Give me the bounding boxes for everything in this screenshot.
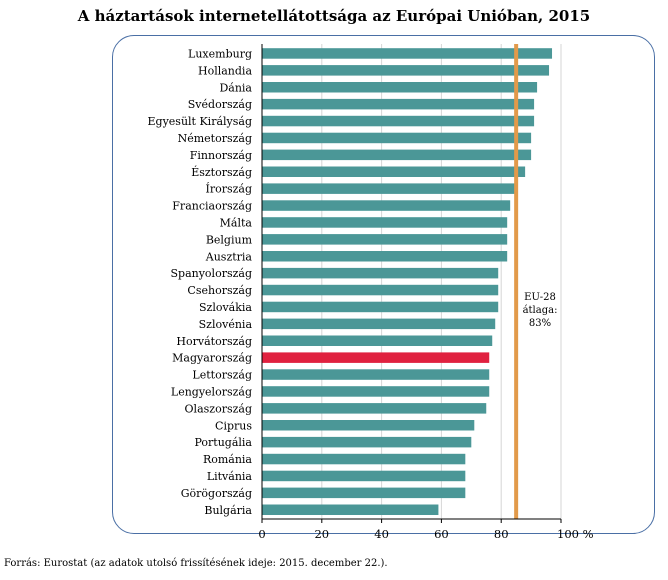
category-label: Málta xyxy=(220,216,253,229)
category-label: Észtország xyxy=(191,165,252,179)
bar xyxy=(262,335,493,346)
category-label: Belgium xyxy=(206,233,253,246)
bar xyxy=(262,352,490,363)
bar xyxy=(262,200,511,211)
category-label: Hollandia xyxy=(198,64,252,77)
bar xyxy=(262,48,553,59)
bar xyxy=(262,166,526,177)
category-label: Portugália xyxy=(194,436,252,449)
category-label: Egyesült Királyság xyxy=(148,115,253,128)
category-label: Csehország xyxy=(187,284,252,297)
average-label: EU-28 xyxy=(524,292,556,303)
category-label: Ausztria xyxy=(205,250,253,263)
category-label: Ciprus xyxy=(215,419,252,432)
category-label: Magyarország xyxy=(172,352,252,365)
bar xyxy=(262,420,475,431)
category-label: Románia xyxy=(203,453,252,466)
category-label: Olaszország xyxy=(185,402,252,415)
category-label: Görögország xyxy=(181,487,252,500)
bar xyxy=(262,82,538,93)
bar xyxy=(262,403,487,414)
x-tick-label: 40 xyxy=(374,527,389,541)
bar xyxy=(262,65,550,76)
bar xyxy=(262,284,499,296)
category-label: Litvánia xyxy=(207,470,253,483)
bar xyxy=(262,267,499,279)
x-tick-label: 80 xyxy=(494,527,509,541)
chart-title: A háztartások internetellátottsága az Eu… xyxy=(77,7,591,25)
x-tick-label: 100 % xyxy=(557,527,594,541)
bar xyxy=(262,386,490,397)
bar xyxy=(262,251,508,262)
bar xyxy=(262,234,508,245)
x-tick-label: 60 xyxy=(434,527,449,541)
bars xyxy=(262,48,553,515)
category-label: Horvátország xyxy=(176,335,252,348)
bar xyxy=(262,132,532,144)
x-axis: 0 20 40 60 80 100 % xyxy=(258,44,594,541)
chart-frame xyxy=(112,35,655,534)
bar xyxy=(262,149,532,161)
category-label: Finnország xyxy=(190,149,252,162)
bar xyxy=(262,470,466,482)
category-label: Bulgária xyxy=(204,504,252,517)
average-label: átlaga: xyxy=(523,305,558,316)
bar xyxy=(262,301,499,313)
category-label: Svédország xyxy=(188,98,252,111)
bar xyxy=(262,115,535,127)
category-label: Franciaország xyxy=(172,200,252,213)
source-note: Forrás: Eurostat (az adatok utolsó friss… xyxy=(4,558,388,569)
bar xyxy=(262,487,466,499)
category-label: Spanyolország xyxy=(171,267,253,280)
bar xyxy=(262,318,496,330)
bar xyxy=(262,98,535,110)
average-reference: EU-28 átlaga: 83% xyxy=(514,44,558,519)
bar xyxy=(262,369,490,380)
bar xyxy=(262,217,508,228)
x-tick-label: 20 xyxy=(314,527,329,541)
grid xyxy=(321,44,562,519)
category-label: Szlovénia xyxy=(199,318,253,331)
category-labels: Luxemburg Hollandia Dánia Svédország Egyesül… xyxy=(148,47,253,516)
bar xyxy=(262,453,466,465)
category-label: Luxemburg xyxy=(188,47,252,60)
bar xyxy=(262,504,439,515)
category-label: Dánia xyxy=(219,81,252,94)
category-label: Lettország xyxy=(192,369,252,382)
category-label: Szlovákia xyxy=(199,301,252,314)
category-label: Németország xyxy=(178,132,252,145)
category-label: Írország xyxy=(205,182,252,196)
average-label: 83% xyxy=(529,318,551,329)
category-label: Lengyelország xyxy=(171,385,252,398)
x-tick-label: 0 xyxy=(258,527,265,541)
bar xyxy=(262,436,472,448)
bar xyxy=(262,183,517,194)
